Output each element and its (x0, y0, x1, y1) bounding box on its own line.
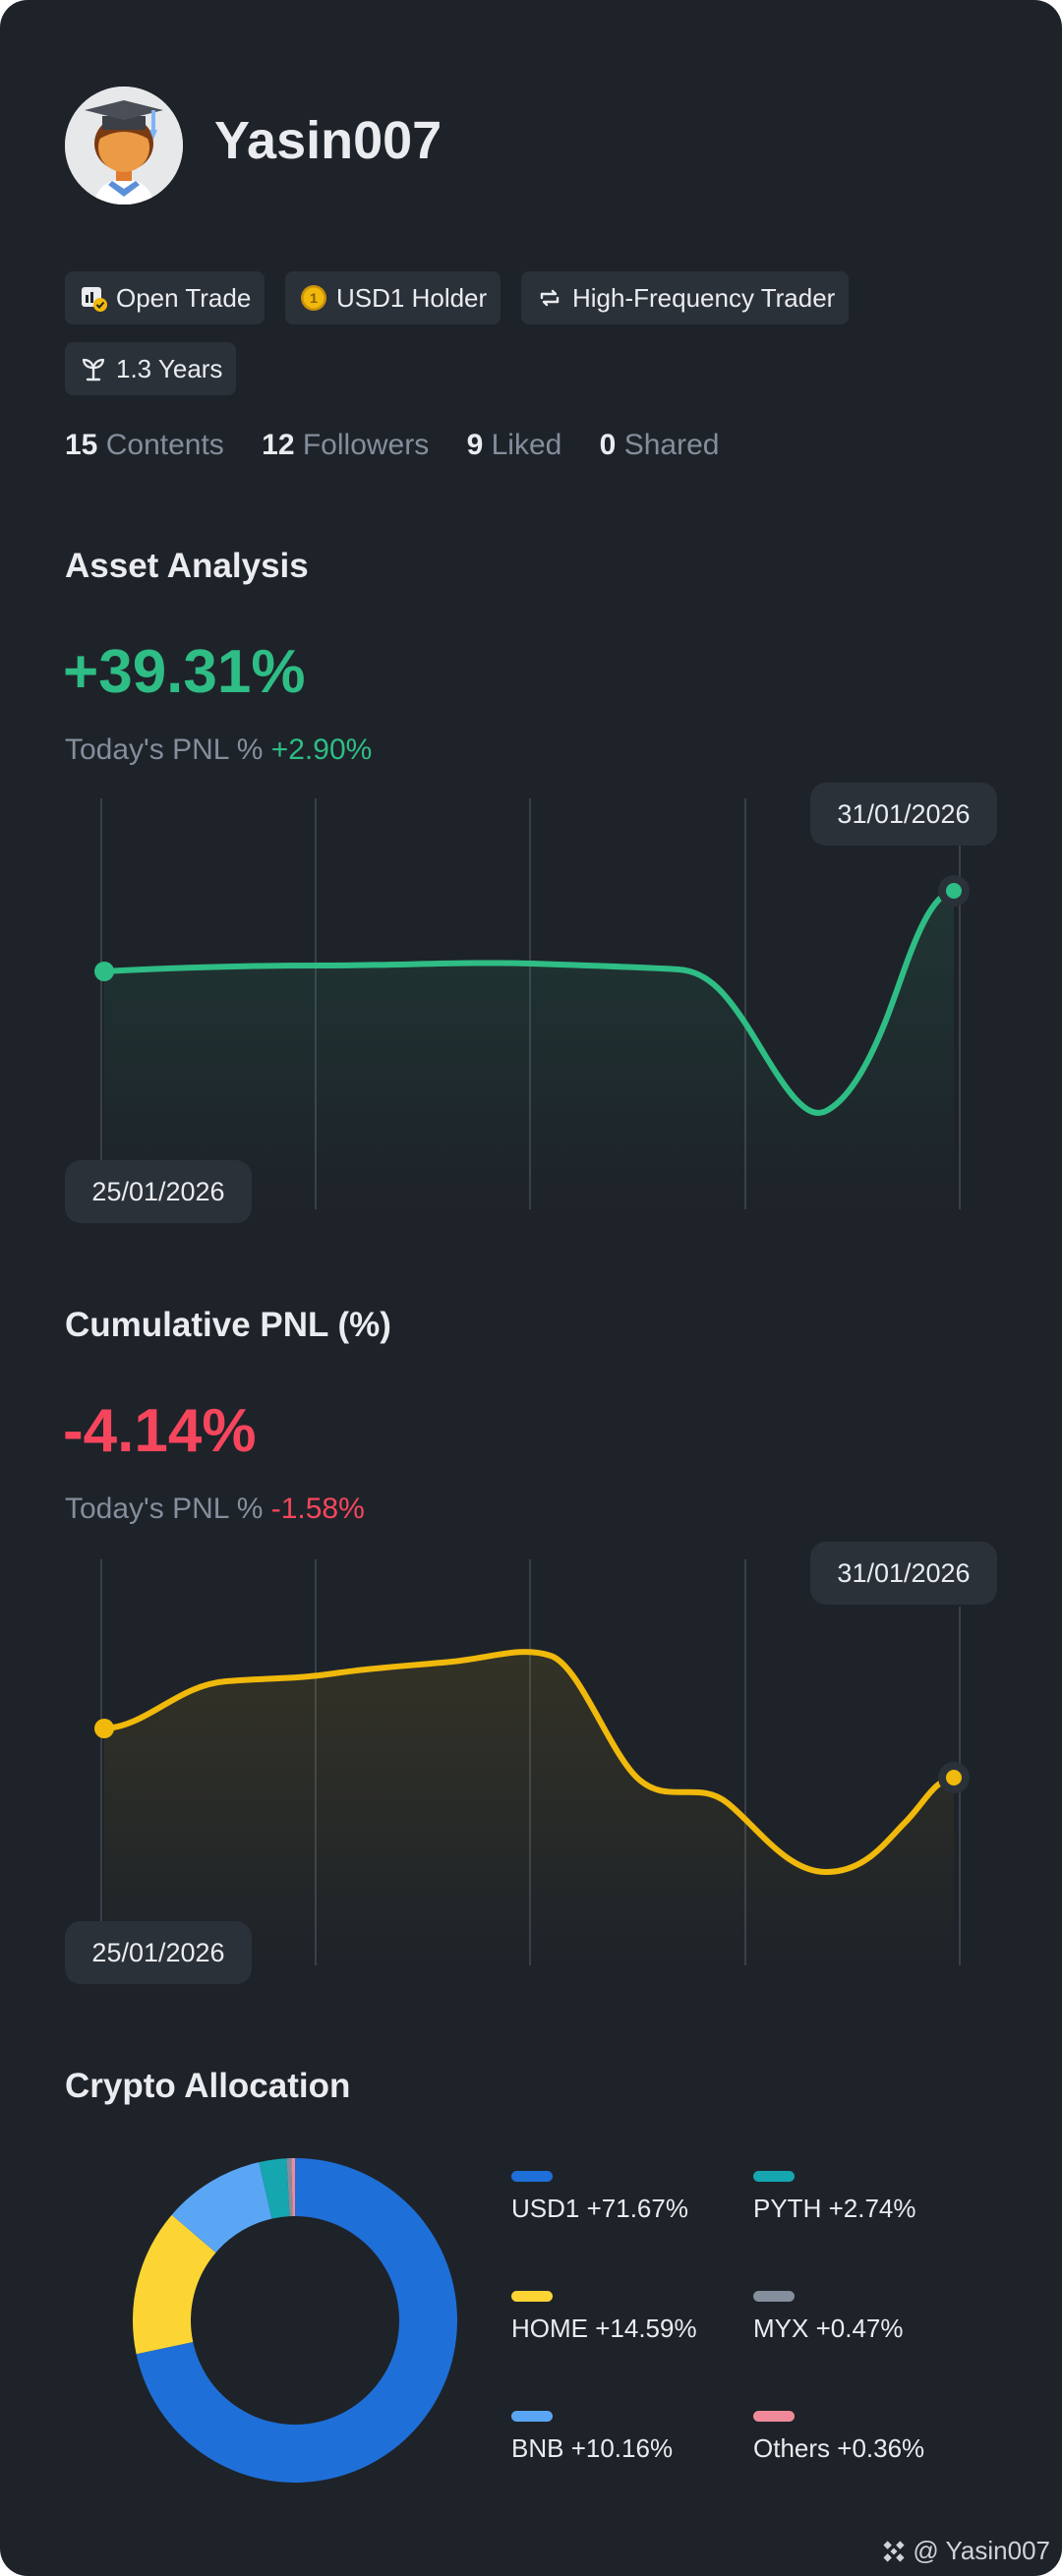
asset-analysis-chart[interactable] (0, 787, 1062, 1219)
stat-label: Shared (623, 429, 720, 461)
tag-label: USD1 Holder (336, 282, 488, 313)
today-pnl-label: Today's PNL % (65, 733, 264, 766)
avatar[interactable] (65, 87, 183, 205)
donut-slice-home[interactable] (133, 2214, 216, 2355)
stat-value: 15 (65, 429, 98, 461)
cumulative-area-fill (104, 1652, 954, 1965)
stat-value: 12 (262, 429, 295, 461)
stat-shared[interactable]: 0 Shared (600, 429, 749, 461)
legend-text: Others +0.36% (753, 2433, 924, 2464)
legend-value: +14.59% (595, 2313, 697, 2343)
legend-name: PYTH (753, 2194, 822, 2223)
tag-label: 1.3 Years (116, 353, 223, 383)
allocation-donut-chart[interactable] (128, 2153, 462, 2488)
legend-item-usd1[interactable]: USD1 +71.67% (511, 2171, 688, 2224)
cumulative-line (101, 1649, 957, 1876)
legend-text: USD1 +71.67% (511, 2194, 688, 2224)
today-pnl-label: Today's PNL % (65, 1493, 264, 1525)
legend-item-home[interactable]: HOME +14.59% (511, 2291, 697, 2344)
legend-value: +2.74% (828, 2194, 916, 2223)
stat-label: Followers (302, 429, 430, 461)
donut-slice-myx[interactable] (286, 2158, 293, 2217)
asset-today-pnl: Today's PNL % +2.90% (65, 733, 372, 767)
legend-name: MYX (753, 2313, 809, 2343)
legend-text: MYX +0.47% (753, 2313, 903, 2344)
legend-value: +0.36% (837, 2433, 925, 2463)
stat-value: 9 (466, 429, 484, 461)
sprout-icon (82, 358, 105, 381)
tag-years[interactable]: 1.3 Years (65, 342, 237, 395)
tag-open-trade[interactable]: Open Trade (65, 271, 266, 324)
tag-label: Open Trade (116, 282, 252, 313)
tag-label: High-Frequency Trader (572, 282, 836, 313)
tag-high-frequency-trader[interactable]: High-Frequency Trader (521, 271, 850, 324)
today-pnl-value: +2.90% (270, 733, 373, 766)
cumulative-start-point[interactable] (94, 1719, 114, 1738)
legend-swatch (753, 2291, 795, 2302)
legend-name: USD1 (511, 2194, 580, 2223)
stat-label: Contents (105, 429, 224, 461)
legend-name: BNB (511, 2433, 564, 2463)
open-trade-icon (82, 287, 107, 312)
asset-area-fill (104, 891, 954, 1209)
cumulative-end-date: 31/01/2026 (810, 1542, 997, 1605)
today-pnl-value: -1.58% (270, 1493, 365, 1525)
legend-swatch (511, 2291, 553, 2302)
footer-handle: @ Yasin007 (913, 2536, 1050, 2565)
asset-analysis-value: +39.31% (63, 638, 306, 706)
legend-swatch (511, 2171, 553, 2182)
cumulative-end-point[interactable] (946, 1770, 962, 1786)
legend-item-others[interactable]: Others +0.36% (753, 2411, 924, 2464)
asset-line (101, 888, 957, 1116)
donut-slice-usd1[interactable] (136, 2158, 457, 2483)
cumulative-pnl-chart[interactable] (0, 1548, 1062, 1980)
donut-slice-bnb[interactable] (171, 2162, 272, 2254)
stat-label: Liked (491, 429, 562, 461)
legend-value: +0.47% (815, 2313, 904, 2343)
asset-end-date: 31/01/2026 (810, 783, 997, 846)
legend-value: +71.67% (586, 2194, 688, 2223)
cumulative-pnl-value: -4.14% (63, 1397, 257, 1465)
legend-text: HOME +14.59% (511, 2313, 697, 2344)
stat-value: 0 (599, 429, 617, 461)
legend-name: HOME (511, 2313, 588, 2343)
legend-name: Others (753, 2433, 831, 2463)
asset-start-date: 25/01/2026 (65, 1160, 252, 1223)
legend-item-bnb[interactable]: BNB +10.16% (511, 2411, 673, 2464)
cumulative-today-pnl: Today's PNL % -1.58% (65, 1493, 365, 1526)
legend-item-myx[interactable]: MYX +0.47% (753, 2291, 903, 2344)
binance-logo-icon (883, 2540, 905, 2562)
legend-swatch (753, 2171, 795, 2182)
legend-text: PYTH +2.74% (753, 2194, 915, 2224)
donut-slices (133, 2158, 457, 2483)
asset-analysis-title: Asset Analysis (65, 547, 309, 585)
legend-item-pyth[interactable]: PYTH +2.74% (753, 2171, 915, 2224)
usd1-coin-icon: 1 (301, 285, 326, 311)
asset-start-point[interactable] (94, 962, 114, 981)
crypto-allocation-title: Crypto Allocation (65, 2067, 351, 2105)
graduate-avatar-icon (65, 87, 183, 205)
legend-swatch (511, 2411, 553, 2422)
legend-text: BNB +10.16% (511, 2433, 673, 2464)
stat-liked[interactable]: 9 Liked (467, 429, 592, 461)
repeat-trade-icon (540, 289, 560, 307)
donut-slice-pyth[interactable] (259, 2158, 290, 2219)
stat-followers[interactable]: 12 Followers (262, 429, 458, 461)
asset-end-point[interactable] (946, 883, 962, 899)
stat-contents[interactable]: 15 Contents (65, 429, 254, 461)
legend-swatch (753, 2411, 795, 2422)
footer-watermark: @ Yasin007 (879, 2536, 1050, 2566)
legend-value: +10.16% (570, 2433, 674, 2463)
cumulative-start-date: 25/01/2026 (65, 1921, 252, 1984)
username: Yasin007 (214, 111, 442, 170)
svg-text:1: 1 (310, 290, 318, 306)
profile-stats: 15 Contents 12 Followers 9 Liked 0 Share… (65, 429, 748, 462)
tag-usd1-holder[interactable]: 1 USD1 Holder (285, 271, 502, 324)
cumulative-pnl-title: Cumulative PNL (%) (65, 1306, 391, 1344)
donut-slice-others[interactable] (291, 2158, 295, 2217)
